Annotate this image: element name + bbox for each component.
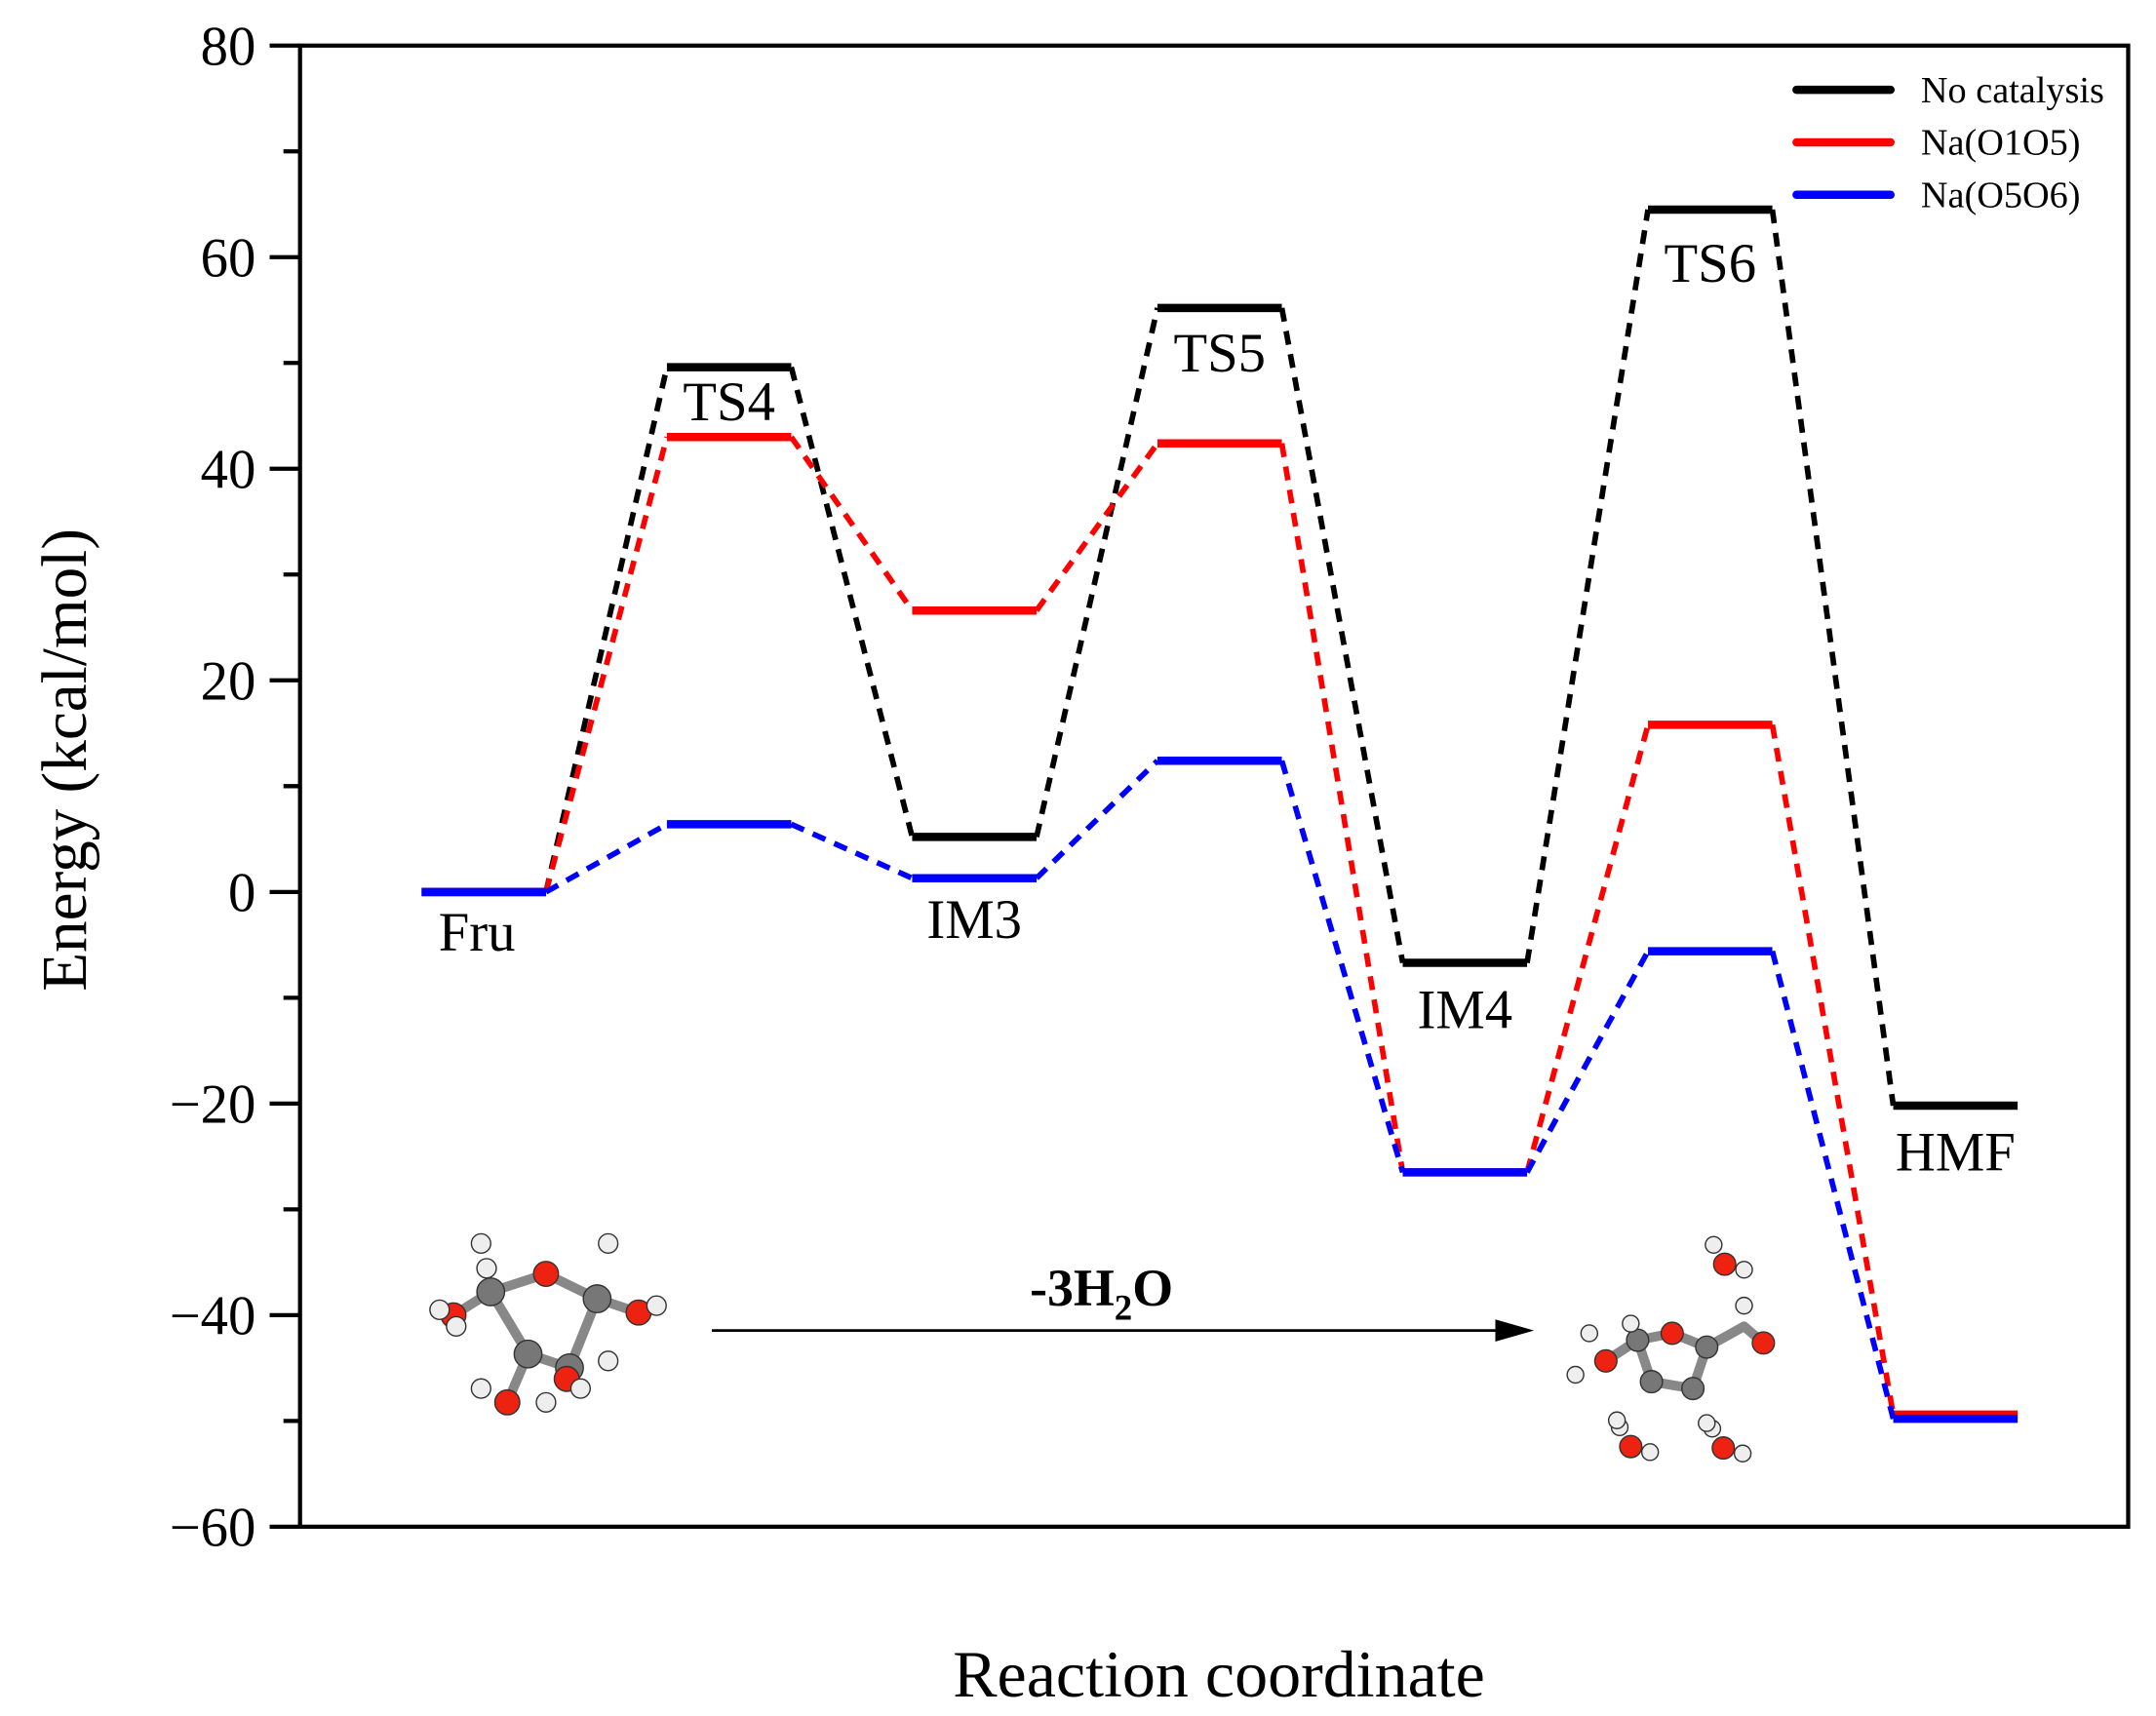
atom	[1711, 1436, 1736, 1461]
state-label-fru: Fru	[439, 902, 516, 963]
state-label-hmf: HMF	[1896, 1121, 2016, 1183]
reaction-arrow	[711, 1319, 1535, 1342]
atom	[476, 1258, 497, 1279]
atom	[646, 1295, 667, 1316]
y-axis-label: Energy (kcal/mol)	[30, 528, 100, 992]
connector-line	[1278, 760, 1406, 1174]
atom	[1712, 1252, 1737, 1276]
water-loss-subscript: 2	[1115, 1287, 1132, 1327]
plot-frame	[297, 43, 2131, 1529]
atom	[1622, 1314, 1640, 1333]
connector-line	[1769, 950, 1897, 1420]
connector-line	[789, 435, 915, 612]
y-tick-label: −60	[170, 1498, 256, 1559]
connector-line	[1769, 209, 1897, 1107]
legend-label: Na(O1O5)	[1921, 123, 2081, 164]
state-label-im3: IM3	[926, 889, 1022, 951]
water-loss-text: -3H	[1030, 1259, 1115, 1317]
atom	[1751, 1331, 1776, 1355]
atom	[598, 1350, 619, 1372]
legend: No catalysis Na(O1O5) Na(O5O6)	[1792, 70, 2104, 216]
connector-line	[790, 821, 914, 881]
atom	[1660, 1321, 1684, 1346]
atom	[1566, 1365, 1585, 1384]
connector-line	[1524, 209, 1651, 963]
connector-line	[1034, 307, 1160, 838]
y-tick-label: 80	[201, 17, 256, 78]
atom	[1735, 1296, 1753, 1315]
y-tick-label: −40	[170, 1286, 256, 1347]
atom	[470, 1378, 491, 1399]
connector-line	[543, 436, 670, 893]
connector-line	[543, 366, 670, 893]
y-tick-label: 40	[201, 440, 256, 501]
state-label-ts4: TS4	[683, 371, 774, 433]
y-tick-label: 0	[228, 863, 255, 924]
state-label-ts6: TS6	[1665, 233, 1756, 294]
atom	[513, 1339, 543, 1369]
atom	[470, 1232, 491, 1254]
atom	[1681, 1377, 1705, 1401]
connector-line	[1034, 442, 1160, 612]
y-tick-label: 60	[201, 228, 256, 290]
connector-line	[1035, 759, 1159, 880]
connector-line	[1524, 950, 1651, 1174]
atom	[1639, 1370, 1664, 1394]
atom	[1695, 1335, 1719, 1359]
atom	[535, 1391, 557, 1413]
atom	[582, 1284, 612, 1313]
atom	[532, 1261, 560, 1287]
legend-label: Na(O5O6)	[1921, 176, 2081, 216]
y-tick-label: 20	[201, 651, 256, 713]
atom	[1705, 1235, 1723, 1254]
connector-line	[1278, 307, 1406, 964]
atom	[493, 1388, 521, 1416]
water-loss-tail: O	[1132, 1259, 1173, 1317]
state-label-ts5: TS5	[1174, 323, 1266, 384]
legend-label: No catalysis	[1921, 70, 2104, 111]
fructose-molecule-image	[429, 1232, 667, 1416]
y-tick-label: −20	[170, 1074, 256, 1136]
atom	[1580, 1324, 1599, 1343]
atom	[1698, 1414, 1716, 1432]
atom	[446, 1315, 467, 1338]
connector-line	[1278, 443, 1406, 1173]
atom	[598, 1232, 619, 1254]
state-label-im4: IM4	[1417, 979, 1512, 1040]
atom	[1733, 1444, 1752, 1462]
connector-line	[788, 366, 916, 838]
x-axis-label: Reaction coordinate	[953, 1637, 1485, 1711]
atom	[429, 1299, 451, 1321]
atom	[1593, 1348, 1618, 1373]
water-loss-label: -3H2O	[1030, 1259, 1173, 1327]
atom	[476, 1277, 506, 1306]
atom	[1607, 1411, 1627, 1429]
hmf-water-molecule-image	[1566, 1235, 1776, 1462]
atom	[1640, 1443, 1660, 1462]
atom	[1619, 1434, 1643, 1459]
connector-line	[1524, 723, 1651, 1174]
connector-line	[1769, 723, 1897, 1416]
atom	[1735, 1261, 1753, 1279]
atom	[569, 1378, 591, 1399]
